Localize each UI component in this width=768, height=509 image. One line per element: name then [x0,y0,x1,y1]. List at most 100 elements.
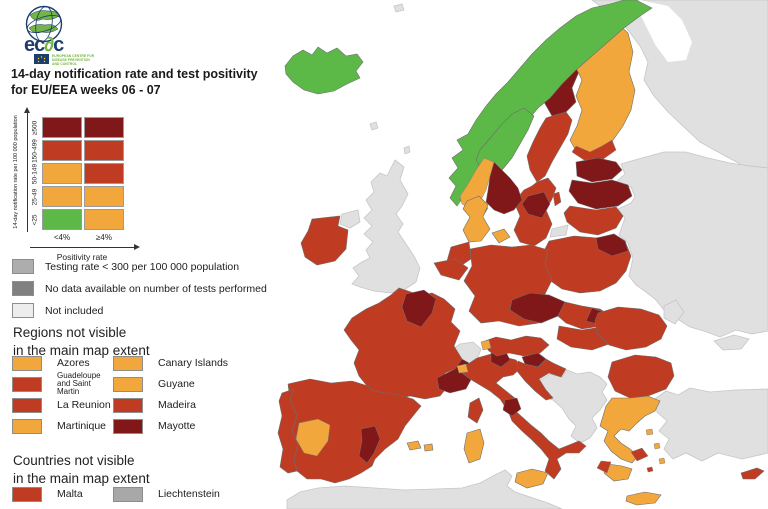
ecdc-logo: ec∂c EUROPEAN CENTRE FOR DISEASE PREVENT… [24,5,95,66]
legend-swatch [12,355,42,371]
matrix-cell-1-0 [42,140,82,161]
title-line2: for EU/EEA weeks 06 - 07 [11,83,161,97]
legend-item: Liechtenstein [113,486,265,502]
map-region-aegean-island [653,442,661,450]
map-region-united-kingdom [351,159,421,294]
logo-org-line1: EUROPEAN CENTRE FOR [52,54,95,58]
legend-swatch [12,397,42,413]
legend-swatch [12,418,42,434]
map-region-latvia [568,179,633,210]
map-region-portugal [277,388,299,474]
map-region-greece-peloponnese-west [596,460,612,474]
logo-org-line2: DISEASE PREVENTION [52,58,90,62]
map-region-sardinia [463,428,485,464]
logo-ecdc-text: ec∂c [24,34,64,56]
matrix-col-label: ≥4% [96,233,112,242]
matrix-cell-4-0 [42,209,82,230]
regions-section-heading: Regions not visible in the main map exte… [13,324,150,360]
countries-legend-grid: Malta Liechtenstein [12,486,265,502]
title-line1: 14-day notification rate and test positi… [11,67,258,81]
legend-label: Mayotte [158,420,196,432]
legend-label: La Reunion [57,399,111,411]
map-region-kaliningrad [549,224,569,238]
map-region-norway-southeast [485,161,523,215]
regions-heading-line2: in the main map extent [13,343,150,358]
map-region-bulgaria [607,354,675,399]
matrix-y-axis-arrow-icon [24,107,30,113]
legend-item: Malta [12,486,113,502]
map-region-north-africa [286,469,563,509]
matrix-row-label: <25 [31,213,39,226]
matrix-x-axis-arrow-icon [134,244,140,250]
matrix-y-axis-line [27,113,28,232]
legend-swatch [113,397,143,413]
map-region-greece-peloponnese [603,463,633,482]
legend-label: Canary Islands [158,357,229,369]
page-title: 14-day notification rate and test positi… [11,66,301,98]
matrix-row-label: ≥500 [31,120,39,135]
legend-label: Liechtenstein [158,488,220,500]
eu-flag-star [43,57,46,60]
map-region-island-speck [393,3,405,13]
map-region-crimea [713,334,750,351]
legend-label: Testing rate < 300 per 100 000 populatio… [45,260,240,273]
matrix-cell-3-0 [42,186,82,207]
matrix-cell-1-1 [84,140,124,161]
map-region-greece [599,395,661,464]
map-region-iceland [284,46,364,95]
eu-flag-star [37,57,40,60]
legend-item: La Reunion [12,397,113,413]
map-region-ireland [300,215,349,266]
legend-item: Mayotte [113,418,265,434]
map-region-denmark-islands [491,228,511,244]
matrix-row-label: 25-49 [31,188,39,205]
legend-label: Not included [45,304,104,317]
map-region-austria [481,335,550,357]
map-region-italy-aosta [456,363,469,374]
regions-heading-line1: Regions not visible [13,325,127,340]
map-region-moldova [663,299,685,325]
map-region-corsica [467,397,484,424]
map-region-poland-northeast [595,233,629,257]
map-region-gotland [552,191,562,207]
legend-item: Guyane [113,376,265,392]
map-region-lithuania [563,205,624,236]
legend-swatch [113,486,143,502]
regions-legend-grid: Azores Canary Islands Guadeloupe and Saint… [12,355,265,434]
legend-label: Madeira [158,399,196,411]
map-region-sweden-southeast [521,191,551,219]
map-region-balearic-minorca [423,443,434,452]
legend-swatch [12,281,34,296]
matrix-row-label: 150-499 [31,138,39,163]
legend-label: Guyane [158,378,195,390]
matrix-cell-3-1 [84,186,124,207]
legend-swatch [12,486,42,502]
map-region-romania [594,306,668,351]
map-region-sicily [514,468,549,489]
map-region-aegean-island [646,466,654,473]
map-region-france-northeast [401,289,437,328]
matrix-y-axis-label: 14-day notification rate per 100 000 pop… [13,115,19,229]
countries-heading-line2: in the main map extent [13,471,150,486]
legend-swatch [12,376,42,392]
legend-swatch [12,303,34,318]
map-region-aegean-island [645,428,654,436]
logo-org-line3: AND CONTROL [52,62,77,66]
legend-label: Azores [57,357,90,369]
legend-swatch [113,418,143,434]
legend-label: Martinique [57,420,107,432]
map-region-turkey [654,387,768,462]
matrix-cell-2-1 [84,163,124,184]
eu-flag-star [40,56,43,58]
matrix-cell-4-1 [84,209,124,230]
matrix-x-axis-label: Positivity rate [56,252,108,262]
map-region-white-sea [632,0,692,62]
eu-flag-star [37,60,40,63]
map-region-estonia [575,157,623,183]
legend-item: Guadeloupe and Saint Martin [12,372,113,396]
map-region-crete [625,491,662,506]
legend-swatch [12,259,34,274]
eu-flag-icon [34,54,49,64]
